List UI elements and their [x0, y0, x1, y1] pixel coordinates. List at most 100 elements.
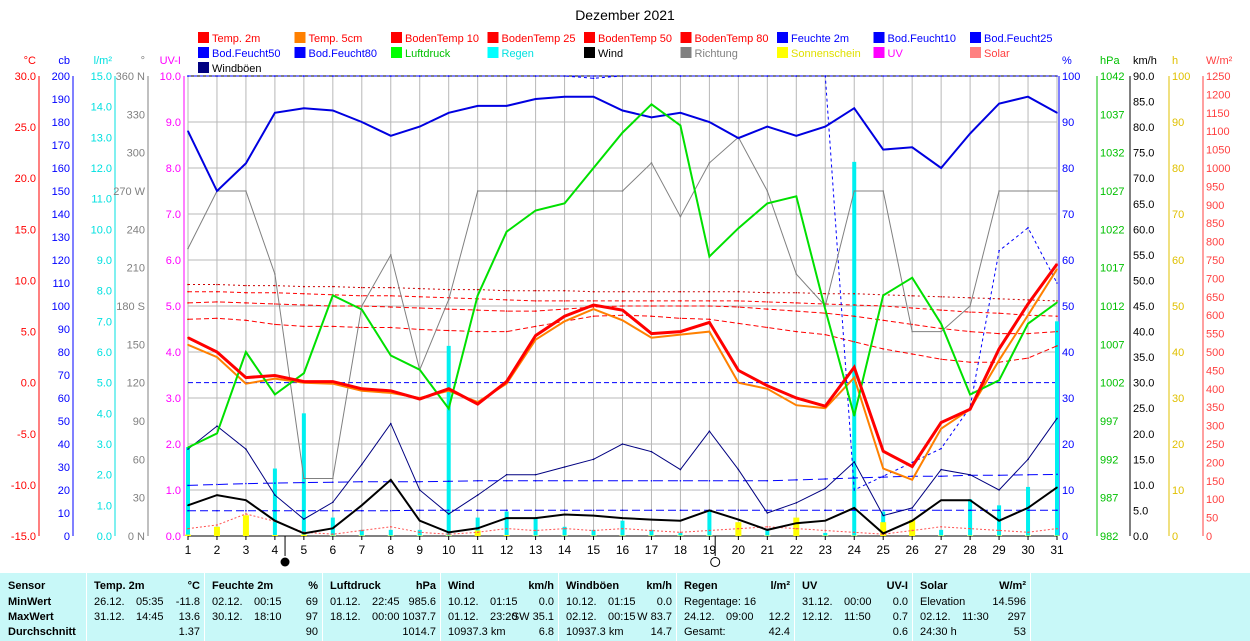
point-luftdruck	[216, 432, 218, 435]
point-bodentemp-10	[795, 330, 798, 333]
point-feuchte-2m	[911, 146, 913, 149]
stats-temp-value: -11.8	[175, 596, 200, 608]
axis-tick-cb: 20	[58, 485, 70, 497]
point-luftdruck	[274, 393, 276, 396]
axis-tick-rain: 14.0	[91, 102, 112, 114]
point-wind	[824, 519, 827, 522]
point-bodentemp-50	[708, 300, 711, 302]
point-bod-feucht80	[216, 509, 218, 512]
stats-gust-unit: km/h	[646, 580, 672, 592]
axis-tick-temp: 15.0	[15, 224, 36, 236]
axis-tick-sun: 100	[1172, 71, 1190, 83]
point-bodentemp-80	[476, 288, 479, 291]
axis-tick-sun: 0	[1172, 531, 1178, 543]
axis-unit-solar: W/m²	[1206, 55, 1233, 67]
point-windb-en	[505, 473, 508, 476]
stats-solar-unit: W/m²	[999, 580, 1026, 592]
axis-tick-wind: 25.0	[1133, 403, 1154, 415]
point-bod-feucht80	[332, 509, 334, 512]
point-solar	[505, 527, 508, 530]
point-temp-2m	[708, 321, 711, 324]
point-bod-feucht50	[476, 480, 479, 482]
axis-tick-rain: 15.0	[91, 71, 112, 83]
point-luftdruck	[969, 393, 971, 396]
point-bod-feucht50	[563, 480, 566, 482]
x-axis: 1 2 3 4 5 6 7 8 9 10 11 12 13 14 15 16 17 18 19 20 21 22 23 24 2…	[185, 536, 1064, 557]
axis-tick-uv: 4.0	[166, 347, 181, 359]
point-luftdruck	[911, 276, 913, 279]
point-luftdruck	[998, 379, 1000, 382]
x-tick-label: 20	[732, 543, 746, 557]
point-bod-feucht50	[882, 476, 884, 478]
point-bodentemp-50	[969, 311, 971, 313]
axis-tick-solar: 700	[1206, 273, 1224, 285]
point-bodentemp-25	[737, 306, 740, 308]
axis-tick-uv: 10.0	[160, 71, 181, 83]
point-bodentemp-50	[766, 301, 769, 303]
legend-swatch	[198, 32, 209, 43]
point-bod-feucht50	[853, 477, 856, 479]
point-bod-feucht80	[621, 509, 624, 512]
point-bodentemp-10	[766, 326, 769, 329]
stats-solar-value: 53	[1013, 626, 1026, 638]
point-feuchte-2m	[476, 105, 479, 107]
stats-wind-date: 10937.3 km	[448, 626, 506, 638]
axis-tick-sun: 70	[1172, 209, 1184, 221]
axis-tick-wind: 55.0	[1133, 250, 1154, 262]
stats-solar-date: 02.12.	[920, 611, 951, 623]
x-tick-label: 6	[329, 543, 336, 557]
point-bodentemp-10	[303, 325, 305, 328]
series-lines	[187, 75, 1059, 535]
point-temp-5cm	[534, 338, 537, 341]
point-bodentemp-80	[766, 291, 769, 294]
axis-tick-cb: 170	[52, 140, 70, 152]
axis-tick-solar: 1050	[1206, 145, 1230, 157]
point-bod-feucht10	[592, 77, 595, 80]
point-bodentemp-10	[361, 326, 363, 329]
point-richtung	[361, 305, 363, 307]
axis-tick-wind: 90.0	[1133, 71, 1154, 83]
point-bod-feucht25	[592, 75, 595, 77]
axis-tick-temp: -10.0	[11, 480, 36, 492]
axis-tick-uv: 6.0	[166, 255, 181, 267]
point-wind	[563, 513, 566, 516]
point-bodentemp-80	[940, 296, 942, 298]
stats-solar-header: Solar	[920, 580, 948, 592]
legend-label: BodenTemp 25	[502, 33, 576, 45]
stats-hum-value: 69	[305, 596, 318, 608]
stats-temp-date: 26.12.	[94, 596, 125, 608]
bar-regen	[475, 517, 480, 536]
bar-regen	[359, 529, 364, 536]
point-bodentemp-50	[737, 300, 740, 302]
point-temp-2m	[737, 369, 740, 372]
stats-wind-date: 01.12.	[448, 611, 479, 623]
axis-tick-solar: 1000	[1206, 163, 1230, 175]
point-windb-en	[187, 448, 189, 450]
axis-tick-cb: 60	[58, 393, 70, 405]
point-temp-5cm	[853, 376, 856, 379]
x-tick-label: 11	[471, 543, 484, 557]
axis-tick-solar: 750	[1206, 255, 1224, 267]
point-windb-en	[795, 501, 798, 504]
point-bodentemp-25	[998, 332, 1000, 335]
point-luftdruck	[679, 124, 682, 127]
point-wind	[447, 531, 450, 534]
axis-tick-cb: 140	[52, 209, 70, 221]
x-tick-label: 9	[416, 543, 423, 557]
point-temp-2m	[795, 397, 798, 399]
point-feuchte-2m	[1027, 95, 1029, 98]
point-bodentemp-50	[650, 300, 653, 302]
point-feuchte-2m	[737, 137, 740, 139]
point-bodentemp-10	[534, 325, 537, 328]
point-bodentemp-25	[447, 308, 450, 310]
stats-uv-date: 31.12.	[802, 596, 833, 608]
axis-tick-rain: 2.0	[97, 470, 112, 482]
point-windb-en	[216, 425, 218, 427]
axis-tick-rain: 12.0	[91, 163, 112, 175]
axis-tick-cb: 10	[58, 508, 70, 520]
axis-tick-hum: 100	[1062, 71, 1080, 83]
stats-rain-unit: l/m²	[770, 580, 790, 592]
point-wind	[737, 518, 740, 521]
x-tick-label: 17	[645, 543, 659, 557]
legend-swatch	[873, 32, 885, 43]
